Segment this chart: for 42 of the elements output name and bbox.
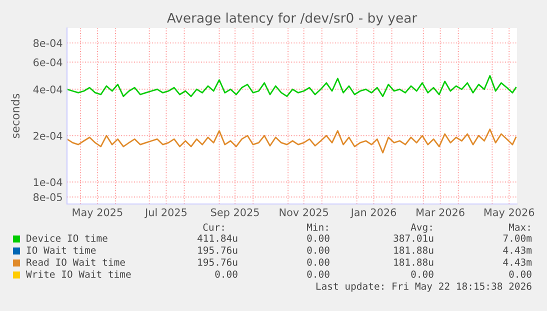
text: 387.01u	[394, 234, 434, 242]
y-tick-label: 1e-04	[34, 178, 62, 186]
text: 181.88u	[394, 258, 434, 266]
text: 0.00	[215, 270, 238, 278]
text: 0.00	[307, 246, 330, 254]
text: 195.76u	[198, 258, 238, 266]
text: Max:	[508, 224, 530, 231]
y-axis-title: seconds	[10, 94, 20, 138]
text: 181.88u	[394, 246, 434, 254]
y-tick-label: 2e-04	[34, 132, 62, 140]
line-series	[67, 75, 517, 98]
x-tick-label: Jul 2025	[144, 208, 187, 218]
legend-label: Read IO Wait time	[26, 258, 125, 266]
text: 0.00	[307, 234, 330, 242]
y-tick-label: 6e-04	[34, 58, 62, 66]
y-tick-label: 8e-04	[33, 39, 62, 48]
chart-title: Average latency for /dev/sr0 - by year	[166, 12, 418, 26]
text: Min:	[306, 223, 328, 231]
legend-label: Write IO Wait time	[26, 270, 131, 278]
line-series	[67, 128, 517, 154]
x-tick-label: Jan 2026	[350, 208, 396, 218]
text: 0.00	[509, 270, 532, 278]
text: 7.00m	[503, 234, 532, 242]
text: 4.43m	[503, 258, 532, 266]
x-tick-label: Nov 2025	[280, 208, 328, 216]
x-tick-label: Mar 2026	[416, 208, 464, 216]
x-tick-label: Sep 2025	[211, 208, 259, 218]
y-tick-label: 8e-05	[33, 193, 62, 202]
text: 0.00	[307, 258, 330, 266]
text: 195.76u	[198, 246, 238, 254]
text: 4.43m	[503, 246, 532, 254]
x-tick-label: May 2025	[72, 208, 122, 218]
text: Avg:	[410, 224, 432, 233]
text: 411.84u	[198, 234, 238, 242]
text: 0.00	[411, 270, 434, 278]
text: Cur:	[203, 223, 224, 231]
legend-label: IO Wait time	[26, 246, 96, 254]
legend-label: Device IO time	[26, 234, 108, 242]
x-tick-label: May 2026	[484, 208, 534, 218]
text: Last update: Fri May 22 18:15:38 2026	[316, 282, 532, 292]
y-tick-label: 4e-04	[33, 86, 62, 94]
text: 0.00	[307, 270, 330, 278]
